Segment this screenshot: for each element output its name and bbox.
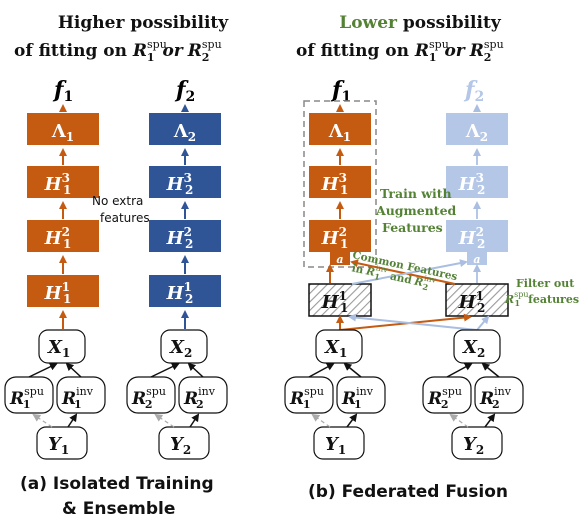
- left-h1-3-block: [27, 166, 99, 198]
- right-train-note-1: Train with: [380, 186, 452, 201]
- right-x2-node: [453, 329, 501, 364]
- left-f1-label: f1: [52, 77, 73, 105]
- left-x1-label: X1: [47, 337, 70, 360]
- left-no-extra-note-1: No extra: [92, 194, 143, 208]
- left-h2-3-label: H3 2: [166, 171, 194, 197]
- left-title-line1: Higher possibility: [58, 13, 229, 33]
- right-lambda1-label: Λ1: [328, 121, 351, 144]
- right-a1-label: a: [336, 253, 343, 266]
- left-y2-node: [158, 426, 210, 460]
- left-h1-1-label: H1 1: [44, 280, 72, 306]
- left-y2-label: Y2: [170, 434, 191, 457]
- right-r2-inv-label: Rinv 2: [479, 385, 512, 411]
- left-h1-2-block: [27, 220, 99, 252]
- right-x1-label: X1: [324, 337, 347, 360]
- right-r1-inv-label: Rinv 1: [341, 385, 374, 411]
- left-panel: Higher possibility of fitting on Rspu 1 or…: [4, 13, 229, 519]
- right-panel: Lower possibility of fitting on Rspu 1 or R…: [284, 13, 579, 502]
- right-h1-2-block: [309, 220, 371, 252]
- right-h1-2-label: H2 1: [321, 225, 349, 251]
- right-title-line1: Lower possibility: [339, 13, 502, 33]
- right-column-1: Λ1 H3 1 H2 1 a: [309, 104, 371, 283]
- left-lambda2-label: Λ2: [173, 121, 196, 144]
- right-h2-2-block: [446, 220, 508, 252]
- left-h2-3-block: [149, 166, 221, 198]
- right-a1-block: [330, 252, 350, 265]
- right-column-2: Λ2 H3 2 H2 2 a: [446, 104, 508, 283]
- left-caption-line1: (a) Isolated Training: [20, 474, 214, 494]
- right-h1-1-label: H1 1: [321, 289, 349, 315]
- right-y2-node: [451, 426, 503, 460]
- left-h2-1-label: H1 2: [166, 280, 194, 306]
- right-x1-node: [315, 329, 363, 364]
- left-x2-node: [160, 329, 208, 364]
- right-lambda1-block: [309, 113, 371, 145]
- right-train-note-3: Features: [382, 220, 443, 235]
- right-h2-1-label: H1 2: [458, 289, 486, 315]
- right-h2-3-block: [446, 166, 508, 198]
- right-y2-label: Y2: [463, 434, 484, 457]
- right-h1-1-hatched-block: [308, 283, 372, 317]
- right-f1-label: f1: [330, 77, 351, 105]
- right-a2-label: a: [473, 253, 480, 266]
- left-h1-2-label: H2 1: [44, 225, 72, 251]
- left-h2-1-block: [149, 275, 221, 307]
- right-filter-note-2: Rspu 1 features: [504, 290, 579, 308]
- left-lambda1-label: Λ1: [51, 121, 74, 144]
- left-lambda2-block: [149, 113, 221, 145]
- right-y1-label: Y1: [325, 434, 346, 457]
- right-dashed-group: [303, 100, 377, 268]
- left-title-line2: of fitting on Rspu 1 or Rspu 2: [14, 38, 222, 64]
- left-column-2: Λ2 H3 2 H2 2 H1 2: [149, 104, 221, 329]
- right-h1-3-label: H3 1: [321, 171, 349, 197]
- right-f2-label: f2: [463, 77, 484, 105]
- left-y1-node: [36, 426, 88, 460]
- left-caption-line2: & Ensemble: [62, 499, 175, 519]
- right-h2-3-label: H3 2: [458, 171, 486, 197]
- right-h2-1-hatched-block: [445, 283, 509, 317]
- left-h1-1-block: [27, 275, 99, 307]
- right-train-note-2: Augmented: [375, 203, 457, 218]
- left-x1-node: [38, 329, 86, 364]
- right-h2-2-label: H2 2: [458, 225, 486, 251]
- right-r2-spu-label: Rspu 2: [427, 385, 462, 411]
- left-h2-2-label: H2 2: [166, 225, 194, 251]
- right-r1-spu-label: Rspu 1: [289, 385, 324, 411]
- left-r2-inv-label: Rinv 2: [183, 385, 216, 411]
- right-filter-note-1: Filter out: [516, 277, 575, 290]
- left-f2-label: f2: [174, 77, 195, 105]
- right-a2-block: [467, 252, 487, 265]
- left-r2-spu-label: Rspu 2: [131, 385, 166, 411]
- right-caption: (b) Federated Fusion: [308, 482, 508, 502]
- right-h1-3-block: [309, 166, 371, 198]
- right-title-line2: of fitting on Rspu 1 or Rspu 2: [296, 38, 504, 64]
- left-h1-3-label: H3 1: [44, 171, 72, 197]
- left-column-1: Λ1 H3 1 H2 1 H1 1: [27, 104, 99, 329]
- right-y1-node: [313, 426, 365, 460]
- right-lambda2-label: Λ2: [465, 121, 488, 144]
- left-r1-spu-label: Rspu 1: [9, 385, 44, 411]
- left-x2-label: X2: [169, 337, 192, 360]
- right-lambda2-block: [446, 113, 508, 145]
- right-x2-label: X2: [462, 337, 485, 360]
- left-y1-label: Y1: [48, 434, 69, 457]
- left-r1-inv-label: Rinv 1: [61, 385, 94, 411]
- left-lambda1-block: [27, 113, 99, 145]
- left-h2-2-block: [149, 220, 221, 252]
- left-no-extra-note-2: features: [100, 211, 150, 225]
